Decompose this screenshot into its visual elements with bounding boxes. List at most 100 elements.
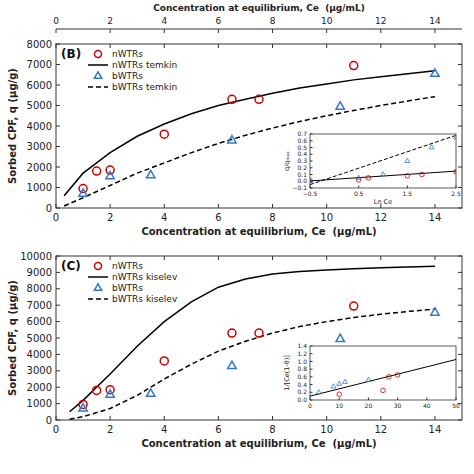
panel: 0246810121401000200030004000500060007000… — [7, 251, 462, 450]
tick-mark — [458, 288, 462, 289]
data-point — [93, 386, 101, 394]
tick-mark — [310, 154, 313, 155]
data-point — [366, 176, 371, 181]
data-point — [228, 361, 236, 368]
tick-mark — [458, 338, 462, 339]
data-point — [93, 167, 101, 175]
tick-label: 6 — [215, 212, 221, 223]
tick-label: 4 — [161, 16, 167, 26]
tick-mark — [56, 370, 60, 371]
tick-label: 6 — [216, 16, 222, 26]
tick-label: 8 — [269, 212, 275, 223]
tick-mark — [458, 420, 462, 421]
legend-label: nWTRs kiselev — [112, 272, 178, 282]
tick-label: 1.4 — [297, 342, 307, 349]
tick-label: 2 — [107, 212, 113, 223]
axis-label: q/qₘₐₓ — [283, 151, 291, 171]
tick-mark — [434, 29, 435, 33]
tick-mark — [218, 256, 219, 260]
tick-label: 9000 — [27, 267, 52, 278]
tick-label: −0.1 — [292, 184, 307, 191]
tick-mark — [56, 354, 60, 355]
data-point — [337, 392, 342, 397]
tick-mark — [326, 256, 327, 260]
tick-label: 2 — [107, 16, 113, 26]
tick-label: 2000 — [27, 382, 52, 393]
tick-mark — [56, 321, 60, 322]
legend-marker — [95, 263, 102, 270]
tick-mark — [458, 85, 462, 86]
data-point — [337, 381, 342, 385]
data-point — [429, 145, 434, 149]
data-point — [405, 174, 410, 179]
tick-label: 1000 — [27, 398, 52, 409]
data-point — [160, 130, 168, 138]
tick-label: 10 — [320, 424, 333, 435]
data-point — [420, 172, 425, 177]
panel-title: (C) — [61, 259, 81, 273]
tick-label: 0 — [53, 16, 59, 26]
tick-mark — [110, 44, 111, 48]
data-point — [79, 404, 87, 411]
tick-mark — [56, 387, 60, 388]
tick-mark — [56, 187, 60, 188]
tick-mark — [458, 167, 462, 168]
legend-marker — [94, 284, 101, 290]
data-point — [310, 178, 312, 183]
tick-mark — [56, 44, 60, 45]
tick-mark — [56, 204, 57, 208]
tick-mark — [326, 44, 327, 48]
tick-mark — [56, 208, 60, 209]
tick-mark — [456, 398, 457, 401]
data-point — [405, 158, 410, 162]
data-point — [343, 379, 348, 383]
tick-label: 0 — [53, 212, 59, 223]
tick-label: 8000 — [27, 283, 52, 294]
marks — [310, 360, 456, 397]
tick-mark — [310, 188, 313, 189]
tick-mark — [458, 64, 462, 65]
tick-mark — [56, 416, 57, 420]
tick-label: 0 — [46, 203, 52, 214]
data-point — [255, 95, 263, 103]
tick-label: 0.5 — [297, 144, 307, 151]
data-point — [336, 334, 344, 341]
tick-label: 0 — [308, 402, 312, 409]
tick-label: 8 — [270, 16, 276, 26]
tick-label: 0.2 — [297, 388, 307, 395]
tick-mark — [56, 64, 60, 65]
tick-mark — [310, 167, 313, 168]
tick-mark — [56, 146, 60, 147]
tick-label: 6000 — [27, 316, 52, 327]
data-point — [228, 95, 236, 103]
tick-mark — [310, 346, 313, 347]
tick-mark — [458, 321, 462, 322]
tick-label: 7000 — [27, 59, 52, 70]
tick-label: 30 — [394, 402, 402, 409]
legend-label: bWTRs temkin — [112, 82, 177, 92]
axis-label: Concentration at equilibrium, Ce (μg/mL) — [141, 226, 376, 237]
tick-mark — [380, 416, 381, 420]
tick-mark — [458, 272, 462, 273]
legend-line — [88, 298, 108, 300]
tick-mark — [164, 44, 165, 48]
tick-mark — [56, 420, 60, 421]
tick-label: 0.0 — [297, 396, 307, 403]
legend-line — [88, 64, 108, 66]
tick-mark — [56, 126, 60, 127]
tick-mark — [458, 256, 462, 257]
tick-mark — [310, 392, 313, 393]
tick-mark — [56, 305, 60, 306]
tick-label: 1.2 — [297, 350, 307, 357]
tick-mark — [339, 398, 340, 401]
data-point — [228, 136, 236, 143]
tick-mark — [434, 204, 435, 208]
plot-frame — [56, 256, 462, 420]
data-point — [79, 189, 87, 196]
data-point — [381, 388, 386, 393]
tick-mark — [368, 398, 369, 401]
tick-label: 3000 — [27, 365, 52, 376]
tick-mark — [380, 29, 381, 33]
tick-mark — [458, 387, 462, 388]
data-point — [381, 172, 386, 176]
